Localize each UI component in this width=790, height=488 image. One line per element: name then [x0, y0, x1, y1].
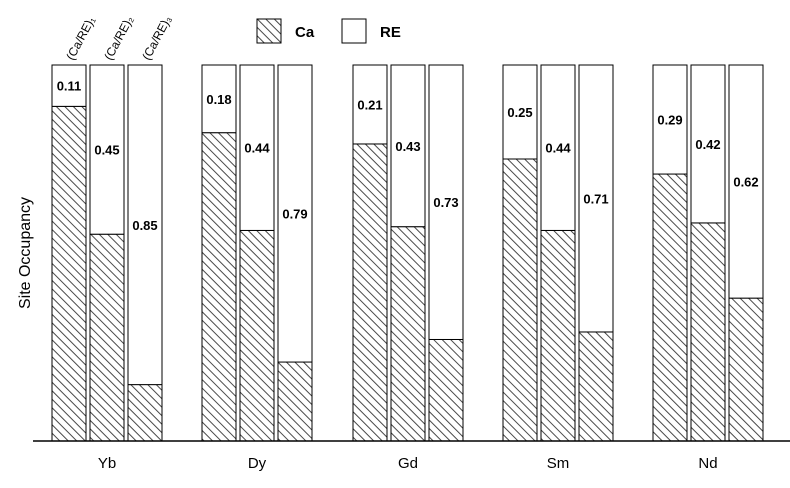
data-label-sm-site1: 0.25 — [507, 105, 532, 120]
data-label-yb-site3: 0.85 — [132, 218, 157, 233]
bar-ca-gd-site3 — [428, 338, 464, 442]
bar-ca-sm-site1 — [502, 158, 538, 442]
data-label-dy-site2: 0.44 — [244, 141, 270, 156]
category-label-yb: Yb — [98, 455, 116, 472]
data-label-yb-site2: 0.45 — [94, 143, 119, 158]
bar-re-yb-site1 — [51, 64, 87, 107]
bar-ca-yb-site3 — [127, 384, 163, 442]
site-label-3: (Ca/RE)₃ — [139, 13, 174, 62]
bar-ca-dy-site2 — [239, 229, 275, 442]
bar-re-dy-site2 — [239, 64, 275, 231]
data-label-dy-site1: 0.18 — [206, 92, 231, 107]
category-labels-group: Yb Dy Gd Sm Nd — [98, 455, 718, 472]
data-label-sm-site3: 0.71 — [583, 191, 608, 206]
data-label-yb-site1: 0.11 — [57, 79, 82, 94]
bar-re-dy-site1 — [201, 64, 237, 134]
data-label-dy-site3: 0.79 — [282, 207, 307, 222]
bar-re-sm-site1 — [502, 64, 538, 160]
category-label-gd: Gd — [398, 455, 418, 472]
bar-ca-yb-site2 — [89, 233, 125, 442]
data-label-sm-site2: 0.44 — [545, 141, 571, 156]
bar-ca-nd-site2 — [690, 222, 726, 442]
bar-ca-gd-site1 — [352, 143, 388, 442]
bar-ca-nd-site1 — [652, 173, 688, 442]
legend-label-re: RE — [380, 24, 401, 41]
bar-re-dy-site3 — [277, 64, 313, 363]
data-label-nd-site2: 0.42 — [695, 137, 720, 152]
legend: Ca RE — [256, 18, 401, 44]
data-label-gd-site1: 0.21 — [357, 97, 382, 112]
category-label-dy: Dy — [248, 455, 267, 472]
bar-re-nd-site2 — [690, 64, 726, 224]
bar-re-yb-site3 — [127, 64, 163, 386]
site-label-1: (Ca/RE)₁ — [63, 14, 98, 62]
legend-swatch-re — [341, 18, 367, 44]
bar-re-sm-site3 — [578, 64, 614, 333]
bar-ca-dy-site3 — [277, 361, 313, 442]
bar-ca-yb-site1 — [51, 105, 87, 442]
bar-re-gd-site3 — [428, 64, 464, 340]
data-label-nd-site3: 0.62 — [733, 175, 758, 190]
legend-swatch-ca — [256, 18, 282, 44]
bar-ca-gd-site2 — [390, 226, 426, 442]
site-labels-group: (Ca/RE)₁ (Ca/RE)₂ (Ca/RE)₃ — [63, 13, 174, 62]
bar-re-nd-site3 — [728, 64, 764, 299]
bar-re-sm-site2 — [540, 64, 576, 231]
category-label-sm: Sm — [547, 455, 570, 472]
bar-ca-dy-site1 — [201, 132, 237, 442]
bar-re-gd-site2 — [390, 64, 426, 228]
bar-re-gd-site1 — [352, 64, 388, 145]
data-label-nd-site1: 0.29 — [657, 113, 682, 128]
bar-ca-sm-site2 — [540, 229, 576, 442]
bar-re-yb-site2 — [89, 64, 125, 235]
y-axis-label: Site Occupancy — [17, 197, 34, 309]
site-label-2: (Ca/RE)₂ — [101, 13, 136, 62]
bars-group — [51, 64, 764, 442]
category-label-nd: Nd — [698, 455, 717, 472]
bar-ca-nd-site3 — [728, 297, 764, 442]
bar-ca-sm-site3 — [578, 331, 614, 442]
data-label-gd-site3: 0.73 — [433, 195, 458, 210]
data-labels-group: 0.11 0.45 0.85 0.18 0.44 0.79 0.21 0.43 0.73 0.25… — [57, 79, 759, 233]
bar-re-nd-site1 — [652, 64, 688, 175]
data-label-gd-site2: 0.43 — [395, 139, 420, 154]
legend-label-ca: Ca — [295, 24, 315, 41]
